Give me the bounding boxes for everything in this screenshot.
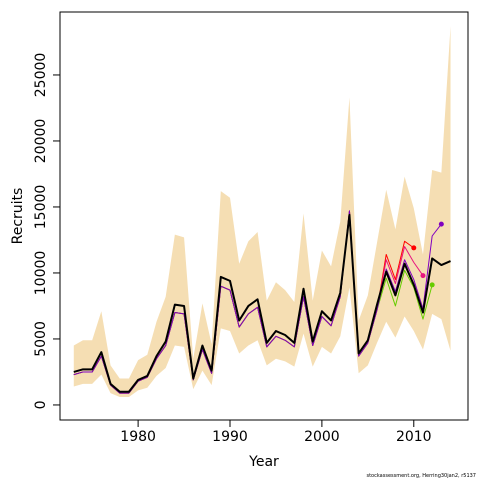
y-tick-label: 10000 [33, 251, 49, 296]
plot-frame [59, 11, 469, 421]
x-tick-label: 1980 [120, 429, 156, 445]
end-point [411, 245, 417, 251]
y-tick-label: 15000 [33, 185, 49, 230]
confidence-band [73, 26, 451, 398]
end-point [429, 282, 435, 288]
x-tick-label: 1990 [212, 429, 248, 445]
series-line [73, 213, 451, 393]
y-tick-label: 5000 [33, 321, 49, 357]
y-tick-label: 25000 [33, 53, 49, 98]
y-tick-label: 20000 [33, 119, 49, 164]
x-tick-label: 2010 [396, 429, 432, 445]
y-tick-label: 0 [33, 400, 49, 409]
y-axis-label: Recruits [10, 188, 26, 245]
x-axis-label: Year [248, 454, 279, 470]
end-point [420, 273, 426, 279]
footnote: stockassessment.org, Herring30jan2, r513… [366, 473, 476, 479]
end-point [438, 221, 444, 227]
x-tick-label: 2000 [304, 429, 340, 445]
